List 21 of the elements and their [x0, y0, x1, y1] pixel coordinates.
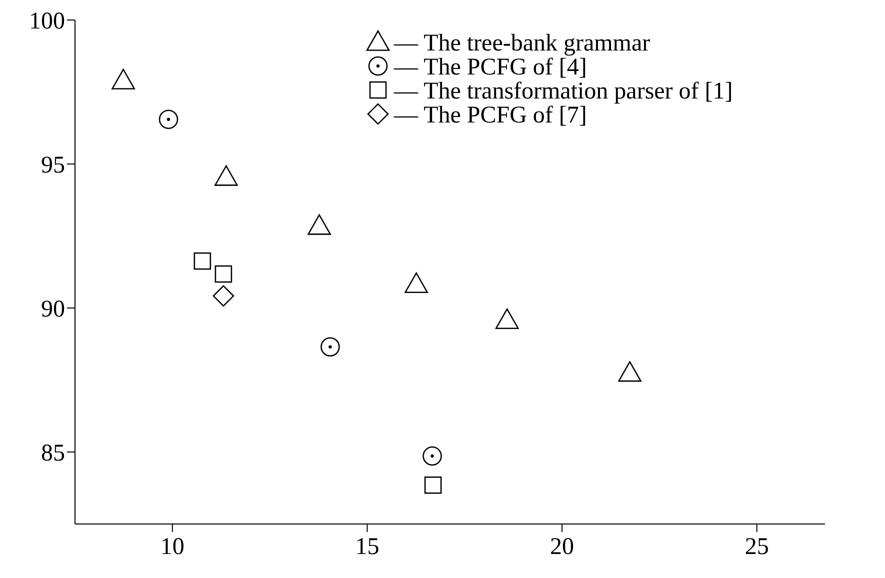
point [214, 165, 238, 186]
point [308, 214, 331, 235]
legend-label: — The transformation parser of [1] [393, 78, 733, 104]
y-tick-label: 90 [41, 296, 65, 322]
point [404, 272, 428, 293]
x-tick-label: 10 [160, 534, 184, 560]
x-tick-label: 20 [550, 534, 574, 560]
legend-label: — The PCFG of [7] [393, 102, 587, 128]
point [112, 68, 135, 90]
x-tick-label: 15 [355, 534, 380, 560]
y-tick-label: 85 [41, 440, 65, 466]
point [424, 476, 442, 494]
legend-label: — The tree-bank grammar [393, 30, 650, 56]
y-tick-label: 100 [29, 8, 65, 34]
x-tick-label: 25 [744, 534, 769, 560]
point [212, 285, 234, 307]
y-tick-label: 95 [41, 152, 65, 178]
point [495, 308, 519, 329]
point [618, 361, 642, 382]
point [214, 265, 232, 283]
point [194, 252, 212, 270]
